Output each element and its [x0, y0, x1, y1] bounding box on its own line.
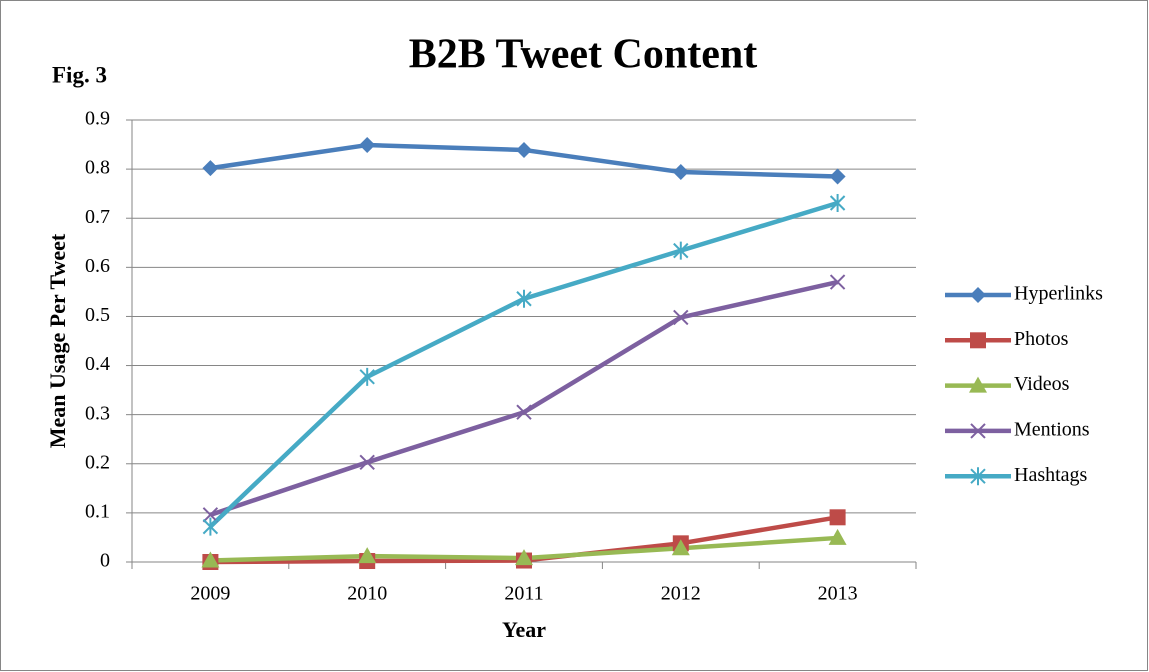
x-tick-label: 2011 [504, 583, 543, 605]
y-tick-label: 0.2 [85, 451, 110, 473]
marker [201, 551, 220, 568]
marker [829, 509, 846, 526]
x-tick-label: 2009 [190, 583, 230, 605]
y-axis-label: Mean Usage Per Tweet [45, 233, 70, 448]
legend-label: Hyperlinks [1014, 283, 1103, 305]
legend-label: Hashtags [1014, 464, 1088, 486]
marker [673, 309, 689, 326]
legend-label: Videos [1014, 373, 1070, 395]
y-tick-label: 0.7 [85, 206, 110, 228]
marker [516, 141, 532, 158]
marker [358, 547, 377, 564]
marker [516, 289, 532, 308]
y-tick-label: 0.5 [85, 304, 110, 326]
legend-label: Photos [1014, 328, 1069, 350]
marker [970, 332, 986, 349]
x-axis-label: Year [502, 617, 546, 642]
x-tick-label: 2013 [818, 583, 858, 605]
marker [516, 404, 532, 420]
y-tick-label: 0.6 [85, 255, 110, 277]
marker [829, 168, 846, 185]
legend-entry: Mentions [945, 418, 1090, 440]
marker [970, 423, 986, 439]
marker [202, 517, 219, 536]
figure-label: Fig. 3 [52, 62, 107, 87]
y-tick-label: 0.4 [85, 353, 110, 375]
y-tick-label: 0.3 [85, 402, 110, 424]
legend-entry: Photos [945, 328, 1069, 350]
legend-entry: Hashtags [945, 464, 1088, 486]
y-tick-label: 0.8 [85, 157, 110, 179]
marker [673, 241, 689, 260]
x-tick-label: 2010 [347, 583, 387, 605]
marker [829, 274, 846, 290]
marker [359, 137, 376, 154]
chart-title: B2B Tweet Content [409, 32, 757, 78]
marker [359, 454, 375, 471]
marker [828, 528, 847, 545]
marker [970, 287, 986, 303]
marker [969, 376, 987, 393]
y-tick-label: 0 [100, 550, 110, 572]
marker [515, 549, 533, 566]
marker [672, 164, 689, 181]
legend-label: Mentions [1014, 418, 1090, 440]
y-tick-label: 0.1 [85, 500, 110, 522]
marker [359, 367, 375, 386]
marker [671, 539, 690, 556]
marker [202, 160, 219, 177]
y-tick-label: 0.9 [85, 108, 110, 130]
legend-entry: Videos [945, 373, 1070, 395]
x-tick-label: 2012 [661, 583, 701, 605]
marker [202, 507, 219, 523]
marker [829, 193, 846, 212]
legend-entry: Hyperlinks [945, 283, 1103, 305]
marker [970, 467, 986, 486]
